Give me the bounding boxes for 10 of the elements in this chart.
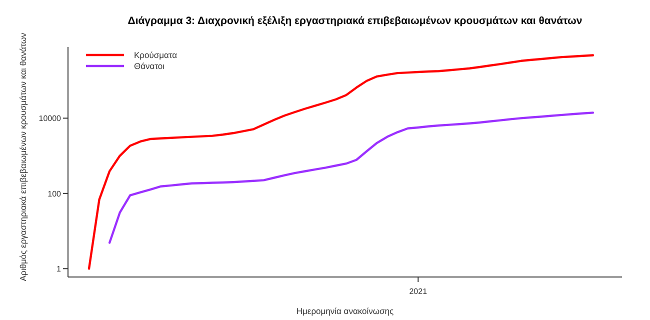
legend-label: Κρούσματα [134, 50, 178, 60]
y-tick-label: 10000 [38, 114, 62, 124]
chart-title: Διάγραμμα 3: Διαχρονική εξέλιξη εργαστηριακά επιβεβαιωμένων κρουσμάτων και θανάτων [128, 15, 582, 27]
y-tick-label: 100 [48, 189, 62, 198]
legend-label: Θάνατοι [134, 61, 165, 71]
line-series [108, 112, 594, 244]
x-axis-title: Ημερομηνία ανακοίνωσης [296, 306, 394, 316]
y-tick-label: 1 [56, 264, 62, 274]
y-axis-title: Αριθμός εργαστηριακά επιβεβαιωμένων κρουσμάτων και θανάτων [18, 32, 28, 282]
x-tick-label: 2021 [409, 287, 428, 296]
